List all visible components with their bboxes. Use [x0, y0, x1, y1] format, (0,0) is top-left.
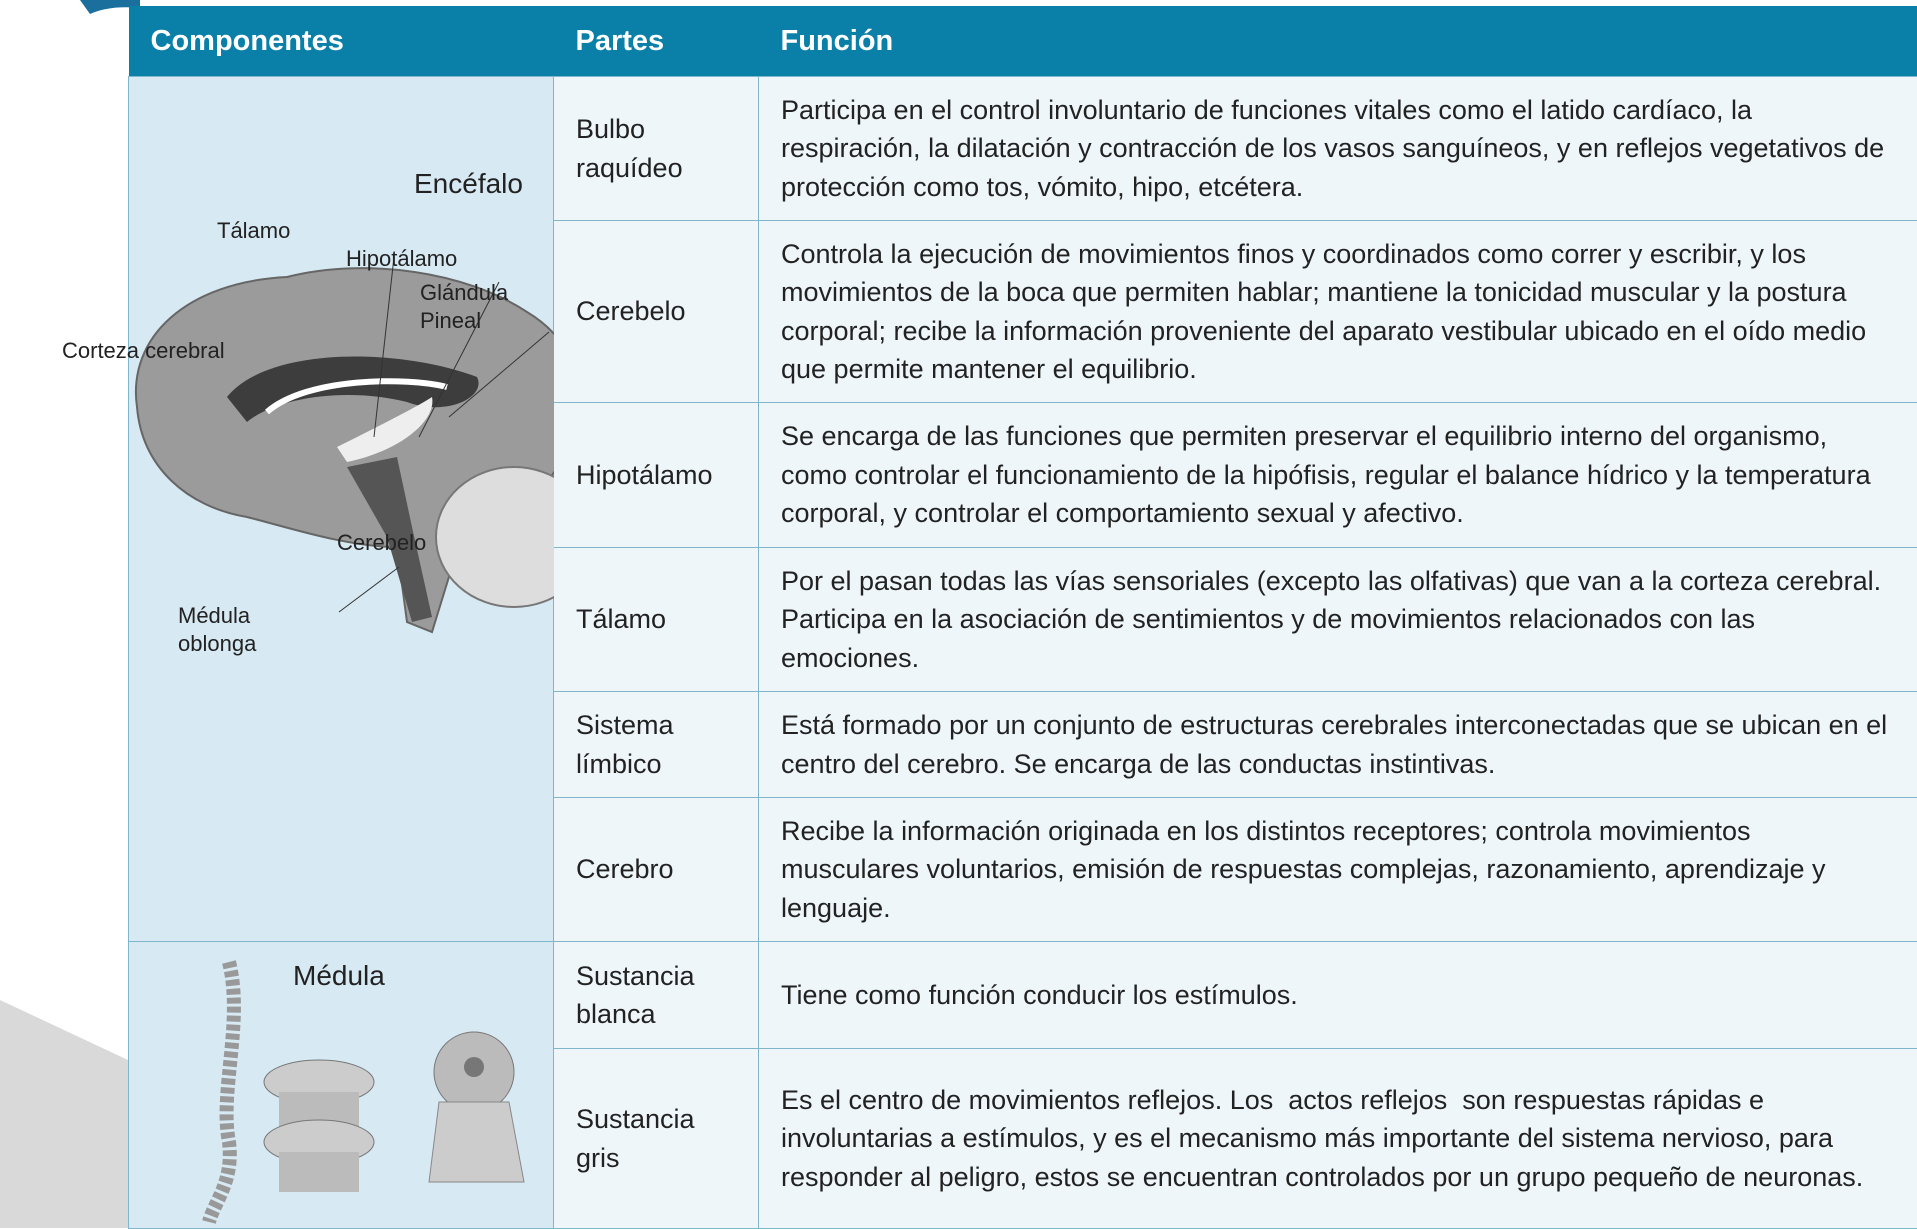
- table: Componentes Partes Función Encéfalo Tála…: [128, 6, 1917, 1229]
- part: Sistema límbico: [554, 692, 759, 798]
- function: Recibe la información originada en los d…: [759, 798, 1917, 942]
- component-cell: Encéfalo Tálamo Hipotálamo Glándula Pine…: [129, 77, 554, 942]
- diagram-label: Hipotálamo: [346, 245, 457, 273]
- function: Tiene como función conducir los estímulo…: [759, 942, 1917, 1049]
- component-cell: Médula: [129, 942, 554, 1229]
- brain-diagram: [129, 77, 554, 943]
- group-name: Médula: [293, 957, 385, 996]
- diagram-label: Cerebelo: [337, 529, 426, 557]
- function: Está formado por un conjunto de estructu…: [759, 692, 1917, 798]
- group-name: Encéfalo: [414, 165, 523, 204]
- part: Hipotálamo: [554, 403, 759, 548]
- part: Bulbo raquídeo: [554, 77, 759, 221]
- column-header: Componentes: [129, 6, 554, 77]
- function: Controla la ejecución de movimientos fin…: [759, 221, 1917, 403]
- part: Cerebelo: [554, 221, 759, 403]
- diagram-label: Glándula Pineal: [420, 279, 520, 335]
- diagram-label: Corteza cerebral: [62, 337, 225, 365]
- diagram-label: Tálamo: [217, 217, 290, 245]
- function: Se encarga de las funciones que permiten…: [759, 403, 1917, 548]
- part: Sustancia gris: [554, 1049, 759, 1229]
- column-header: Partes: [554, 6, 759, 77]
- decor: [0, 0, 140, 1228]
- column-header: Función: [759, 6, 1917, 77]
- part: Tálamo: [554, 548, 759, 692]
- diagram-label: Médula oblonga: [178, 602, 268, 658]
- function: Por el pasan todas las vías sensoriales …: [759, 548, 1917, 692]
- part: Cerebro: [554, 798, 759, 942]
- function: Participa en el control involuntario de …: [759, 77, 1917, 221]
- function: Es el centro de movimientos reflejos. Lo…: [759, 1049, 1917, 1229]
- part: Sustancia blanca: [554, 942, 759, 1049]
